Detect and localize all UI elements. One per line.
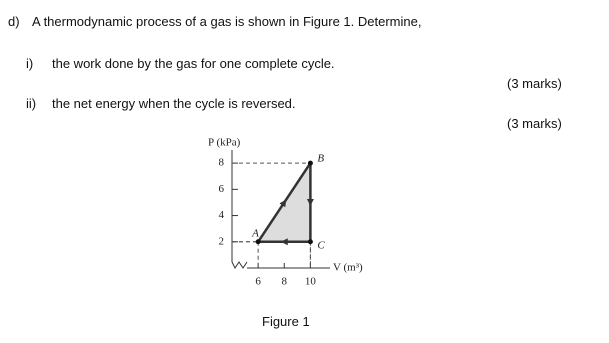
point-label: B bbox=[317, 153, 324, 165]
y-tick-label: 6 bbox=[219, 183, 225, 195]
y-axis-label: P (kPa) bbox=[208, 137, 241, 149]
state-point bbox=[255, 239, 261, 245]
part-label: ii) bbox=[26, 96, 37, 111]
x-tick-label: 6 bbox=[255, 276, 261, 288]
point-label: A bbox=[251, 227, 259, 239]
question-label: d) bbox=[8, 14, 20, 29]
x-axis-label: V (m³) bbox=[333, 262, 363, 274]
x-tick-label: 8 bbox=[282, 276, 288, 288]
y-tick-label: 4 bbox=[219, 209, 225, 221]
part-label: i) bbox=[26, 56, 34, 71]
state-point bbox=[307, 239, 313, 245]
part-text: the work done by the gas for one complet… bbox=[52, 56, 335, 71]
axis-break bbox=[231, 261, 248, 269]
x-tick-label: 10 bbox=[305, 276, 317, 288]
figure-caption: Figure 1 bbox=[262, 314, 310, 329]
point-label: C bbox=[317, 239, 325, 251]
y-tick-label: 2 bbox=[219, 235, 225, 247]
process-arrow bbox=[279, 199, 287, 208]
y-tick-label: 8 bbox=[219, 157, 225, 169]
part-text: the net energy when the cycle is reverse… bbox=[52, 96, 296, 111]
marks: (3 marks) bbox=[507, 76, 562, 91]
state-point bbox=[307, 160, 313, 166]
question-text: A thermodynamic process of a gas is show… bbox=[32, 14, 422, 29]
marks: (3 marks) bbox=[507, 116, 562, 131]
